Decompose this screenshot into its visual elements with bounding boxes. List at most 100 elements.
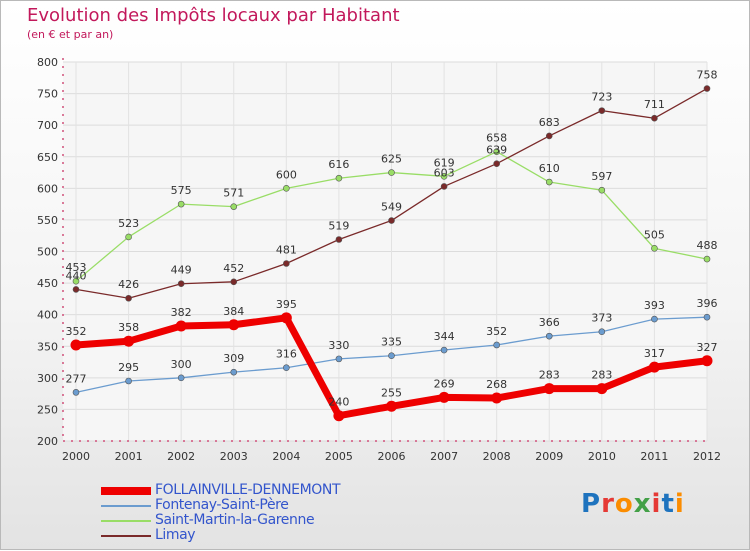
y-tick-label: 300 xyxy=(37,372,58,385)
data-label: 317 xyxy=(644,347,665,360)
data-point xyxy=(386,400,397,412)
data-label: 453 xyxy=(66,261,87,274)
data-label: 600 xyxy=(276,168,297,181)
legend-swatch xyxy=(101,487,151,495)
data-point xyxy=(651,114,658,122)
legend-label: Limay xyxy=(155,527,196,543)
data-label: 316 xyxy=(276,348,297,361)
y-tick-label: 200 xyxy=(37,435,58,448)
data-label: 393 xyxy=(644,299,665,312)
data-point xyxy=(545,178,553,186)
logo-letter: t xyxy=(661,489,675,519)
data-label: 283 xyxy=(591,369,612,382)
logo-letter: i xyxy=(651,489,662,519)
chart-subtitle: (en € et par an) xyxy=(27,28,114,41)
x-tick-label: 2008 xyxy=(483,450,511,463)
data-label: 625 xyxy=(381,153,402,166)
y-tick-label: 450 xyxy=(37,277,58,290)
data-label: 571 xyxy=(223,187,244,200)
data-point xyxy=(438,391,450,403)
data-point xyxy=(440,173,448,180)
data-point xyxy=(228,319,240,331)
data-point xyxy=(125,294,132,302)
y-tick-label: 350 xyxy=(37,340,58,353)
y-tick-label: 800 xyxy=(37,56,58,69)
x-tick-label: 2000 xyxy=(62,450,90,463)
data-label: 619 xyxy=(434,156,455,169)
data-label: 452 xyxy=(223,262,244,275)
data-label: 269 xyxy=(434,377,455,390)
legend-swatch xyxy=(101,505,151,507)
data-label: 344 xyxy=(434,330,455,343)
data-point xyxy=(335,355,343,363)
data-point xyxy=(543,383,555,395)
data-label: 255 xyxy=(381,386,402,399)
legend-swatch xyxy=(101,520,151,522)
data-point xyxy=(70,339,82,351)
x-tick-label: 2012 xyxy=(693,450,721,463)
data-point xyxy=(333,410,345,422)
data-point xyxy=(648,361,660,373)
data-point xyxy=(283,364,290,372)
data-point xyxy=(703,313,711,321)
data-point xyxy=(388,352,395,360)
data-point xyxy=(651,315,658,323)
y-tick-label: 500 xyxy=(37,246,58,259)
data-label: 309 xyxy=(223,352,244,365)
x-tick-label: 2011 xyxy=(640,450,668,463)
proxiti-logo: Proxiti xyxy=(581,489,685,519)
data-label: 327 xyxy=(697,341,718,354)
data-label: 295 xyxy=(118,361,139,374)
data-point xyxy=(72,286,80,293)
data-label: 723 xyxy=(591,91,612,104)
data-point xyxy=(703,85,711,92)
data-label: 268 xyxy=(486,378,507,391)
data-label: 616 xyxy=(328,158,349,171)
data-label: 426 xyxy=(118,278,139,291)
data-point xyxy=(125,377,132,385)
logo-letter: i xyxy=(674,489,685,519)
logo-letter: r xyxy=(601,489,615,519)
data-point xyxy=(335,174,343,182)
x-tick-label: 2009 xyxy=(535,450,563,463)
data-point xyxy=(230,278,238,286)
data-point xyxy=(596,383,608,395)
data-point xyxy=(125,233,132,241)
data-point xyxy=(598,186,606,194)
legend-label: Fontenay-Saint-Père xyxy=(155,497,289,513)
y-tick-label: 600 xyxy=(37,182,58,195)
data-point xyxy=(177,200,185,208)
data-label: 384 xyxy=(223,305,244,318)
data-label: 277 xyxy=(66,372,87,385)
logo-letter: o xyxy=(614,489,634,519)
legend-swatch xyxy=(101,535,151,537)
x-tick-label: 2010 xyxy=(588,450,616,463)
data-point xyxy=(598,107,606,114)
data-label: 352 xyxy=(486,325,507,338)
y-tick-label: 700 xyxy=(37,119,58,132)
data-point xyxy=(491,392,503,404)
data-point xyxy=(545,332,553,340)
data-label: 240 xyxy=(328,396,349,409)
data-point xyxy=(651,245,658,252)
data-label: 597 xyxy=(591,170,612,183)
data-label: 758 xyxy=(697,69,718,82)
data-point xyxy=(440,346,448,354)
x-tick-label: 2001 xyxy=(115,450,143,463)
data-point xyxy=(283,260,290,267)
data-point xyxy=(177,280,185,288)
data-label: 440 xyxy=(66,269,87,282)
data-label: 449 xyxy=(171,264,192,277)
data-label: 549 xyxy=(381,201,402,214)
y-tick-label: 550 xyxy=(37,214,58,227)
data-label: 352 xyxy=(66,325,87,338)
data-point xyxy=(123,335,135,347)
data-label: 396 xyxy=(697,297,718,310)
data-point xyxy=(388,169,395,176)
data-point xyxy=(72,389,80,396)
data-point xyxy=(280,312,292,324)
x-tick-label: 2006 xyxy=(378,450,406,463)
data-label: 283 xyxy=(539,369,560,382)
y-tick-label: 750 xyxy=(37,88,58,101)
